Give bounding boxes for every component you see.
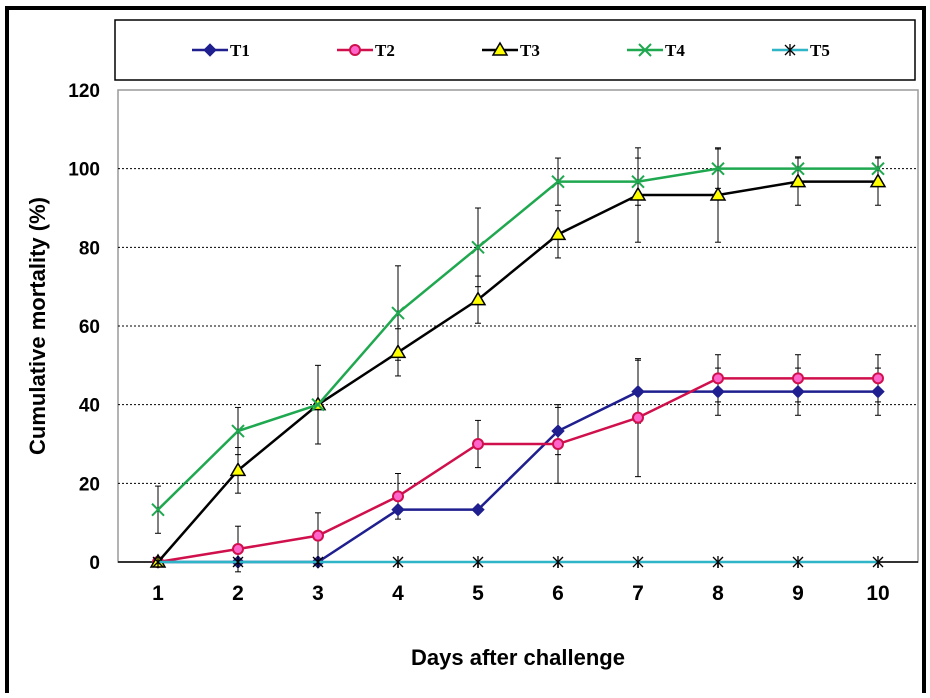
y-tick-label: 80 (79, 238, 100, 259)
marker-stroke (151, 502, 165, 517)
data-point-t4 (871, 161, 885, 176)
legend-label: T2 (375, 41, 395, 60)
data-point-t3 (389, 343, 407, 359)
tick-labels: 0 20 40 60 80 100 120 1 2 3 4 5 6 7 8 9 10 (68, 81, 889, 605)
legend-label: T3 (520, 41, 540, 60)
legend-item-t5: T5 (772, 41, 830, 60)
legend-marker (784, 44, 796, 56)
data-point-t4 (711, 161, 725, 176)
series-line-t3 (157, 180, 878, 563)
y-tick-label: 100 (68, 160, 100, 181)
x-axis-title: Days after challenge (411, 645, 625, 670)
data-point-t2 (632, 411, 644, 424)
data-point-t1 (391, 502, 405, 517)
legend-label: T5 (810, 41, 830, 60)
legend: T1 T2 T3 T4 T5 (192, 41, 830, 60)
data-point-t2 (232, 543, 244, 556)
x-tick-label: 4 (392, 582, 404, 605)
data-point-t3 (549, 225, 567, 241)
marker-stroke (231, 424, 245, 438)
x-tick-label: 3 (312, 582, 324, 605)
data-point-t5 (712, 556, 724, 568)
data-point-t4 (391, 306, 405, 320)
data-point-t5 (232, 556, 244, 568)
data-point-t3 (629, 186, 647, 201)
y-tick-label: 120 (68, 81, 100, 102)
data-point-t5 (552, 556, 564, 568)
x-tick-label: 5 (472, 582, 484, 605)
data-point-t1 (871, 384, 885, 399)
x-tick-label: 2 (232, 582, 244, 605)
data-point-t1 (791, 384, 805, 399)
data-point-t1 (551, 424, 565, 438)
legend-item-t1: T1 (192, 41, 250, 60)
x-tick-label: 1 (152, 582, 164, 605)
data-point-t4 (631, 174, 645, 189)
x-tick-label: 7 (632, 582, 644, 605)
legend-label: T4 (665, 41, 685, 60)
marker-stroke (471, 240, 485, 255)
x-tick-label: 10 (866, 582, 889, 605)
x-tick-label: 8 (712, 582, 724, 605)
data-point-t2 (312, 529, 324, 542)
data-point-t4 (551, 174, 565, 189)
data-point-t5 (392, 556, 404, 568)
data-point-t5 (152, 556, 164, 568)
data-point-t5 (632, 556, 644, 568)
marker-stroke (638, 43, 652, 57)
legend-item-t2: T2 (337, 41, 395, 60)
legend-item-t4: T4 (627, 41, 685, 60)
marker-stroke (871, 161, 885, 176)
y-tick-label: 20 (79, 474, 100, 495)
y-tick-label: 40 (79, 396, 100, 417)
gridlines (118, 168, 918, 484)
data-point-t4 (231, 424, 245, 438)
data-point-t5 (872, 556, 884, 568)
data-point-t2 (712, 372, 724, 385)
legend-marker (491, 41, 509, 56)
x-tick-label: 6 (552, 582, 564, 605)
y-tick-label: 60 (79, 317, 100, 338)
data-point-t3 (229, 461, 247, 477)
data-point-t4 (471, 240, 485, 255)
marker-stroke (791, 161, 805, 176)
data-point-t2 (392, 490, 404, 503)
data-point-t4 (791, 161, 805, 176)
marker-stroke (711, 161, 725, 176)
data-point-t1 (631, 384, 645, 399)
series-line-t4 (157, 167, 878, 511)
data-point-t3 (469, 291, 487, 306)
legend-item-t3: T3 (482, 41, 540, 60)
data-point-t3 (869, 173, 887, 188)
series-group (149, 161, 887, 569)
legend-marker (349, 44, 361, 56)
data-point-t2 (552, 438, 564, 450)
data-point-t1 (711, 384, 725, 399)
legend-marker (638, 43, 652, 57)
data-point-t1 (471, 502, 485, 517)
data-point-t2 (472, 438, 484, 450)
y-axis-title: Cumulative mortality (%) (25, 197, 50, 455)
marker-stroke (631, 174, 645, 189)
data-point-t2 (872, 372, 884, 385)
data-point-t4 (151, 502, 165, 517)
marker-stroke (391, 306, 405, 320)
x-tick-label: 9 (792, 582, 804, 605)
data-point-t5 (792, 556, 804, 568)
marker-stroke (551, 174, 565, 189)
data-point-t5 (312, 556, 324, 568)
data-point-t5 (472, 556, 484, 568)
marker-stroke (311, 397, 325, 412)
data-point-t2 (792, 372, 804, 385)
legend-label: T1 (230, 41, 250, 60)
y-tick-label: 0 (89, 553, 100, 574)
data-point-t4 (311, 397, 325, 412)
legend-marker (203, 43, 217, 57)
data-point-t3 (789, 173, 807, 188)
series-line-t2 (157, 377, 878, 564)
data-point-t3 (709, 186, 727, 201)
